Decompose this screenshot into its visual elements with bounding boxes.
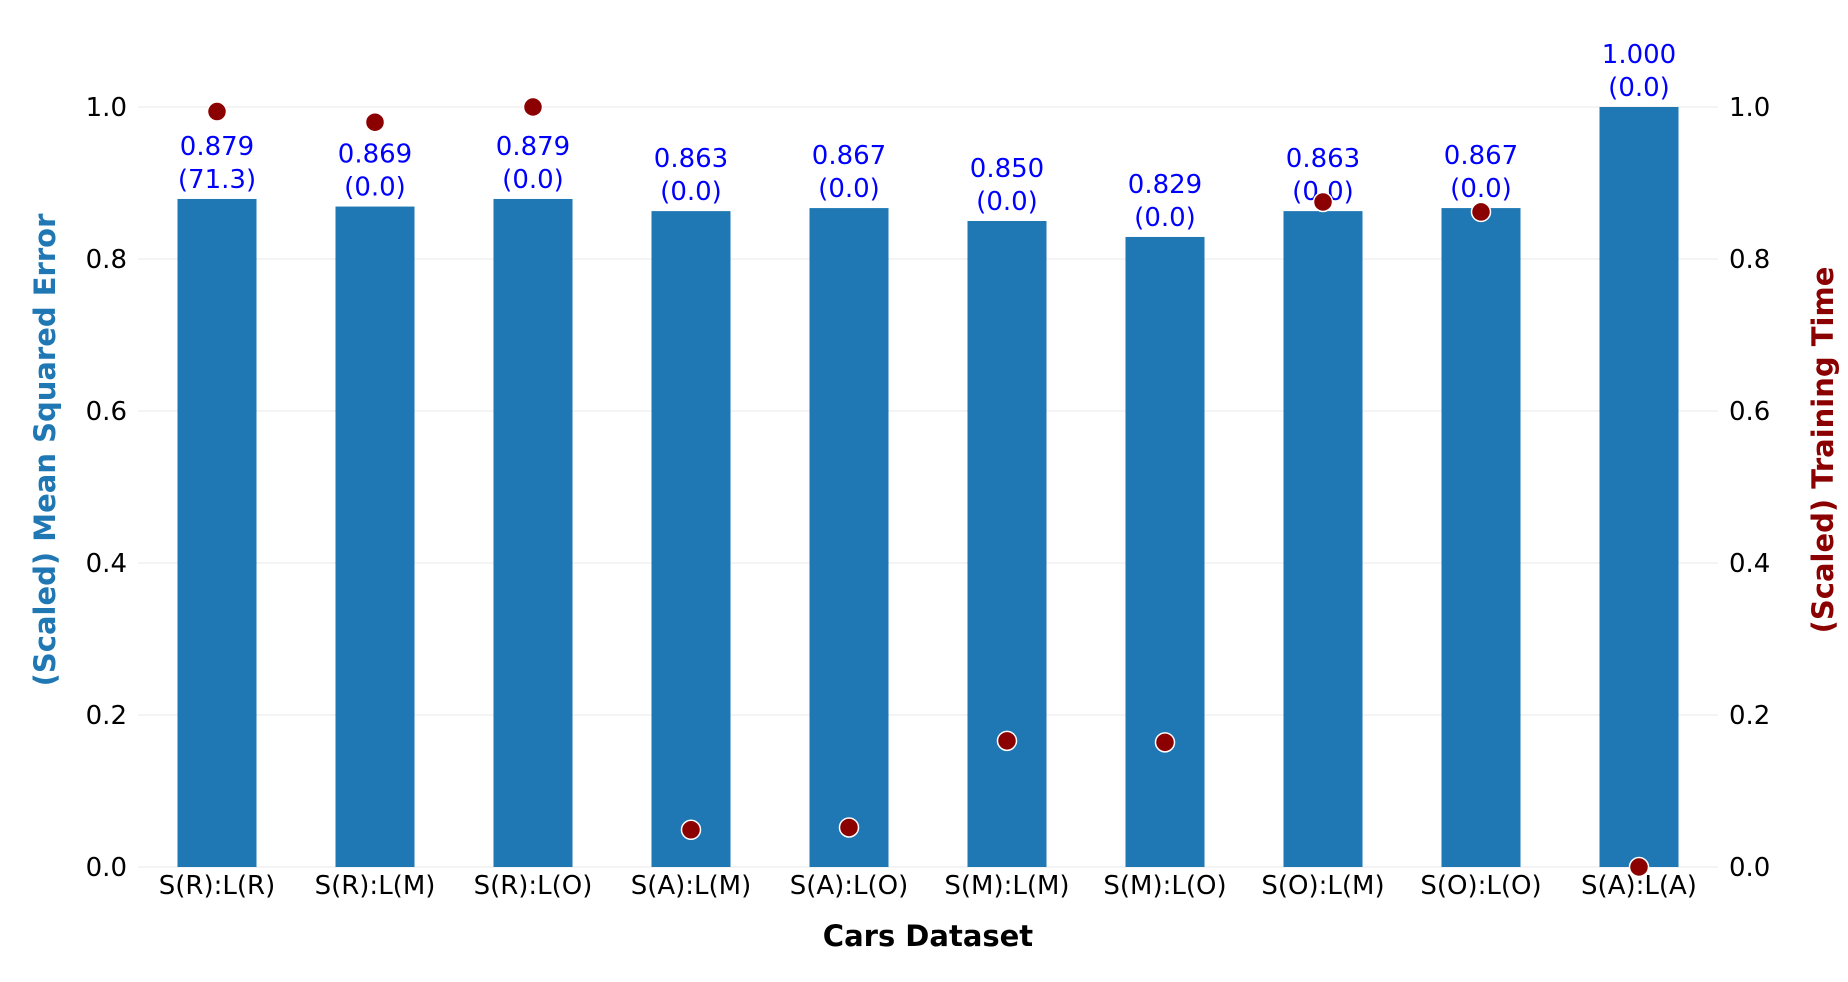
training-time-point [1470,201,1492,223]
bar [1441,208,1521,867]
training-time-point [1312,191,1334,213]
bar-sub-label: (0.0) [344,173,406,203]
bar-value-label: 0.867 [1444,141,1518,171]
bar-sub-label: (71.3) [178,165,256,195]
training-time-point [1628,856,1650,878]
training-time-point [1154,732,1176,753]
bar-value-label: 1.000 [1602,40,1676,70]
y-tick-label-right: 0.8 [1729,245,1770,275]
bar-sub-label: (0.0) [976,187,1038,217]
bar-value-label: 0.867 [812,141,886,171]
training-time-point [996,730,1018,752]
bar-value-label: 0.869 [338,140,412,170]
y-tick-label-left: 1.0 [86,93,127,123]
bar-sub-label: (0.0) [660,177,722,207]
x-axis-label: Cars Dataset [823,919,1034,953]
bar-value-label: 0.863 [654,144,728,174]
bar [967,221,1047,867]
bar-sub-label: (0.0) [502,165,564,195]
bar-value-label: 0.829 [1128,170,1202,200]
bar [809,208,889,867]
bar [493,198,573,867]
bar [177,198,257,867]
bar [1599,107,1679,867]
bar [651,211,731,867]
bar-value-label: 0.850 [970,154,1044,184]
x-tick-label: S(R):L(M) [315,871,436,901]
bar [335,206,415,867]
y-axis-right-ticks: 0.0 0.2 0.4 0.6 0.8 1.0 [1729,93,1770,883]
y-axis-left-ticks: 0.0 0.2 0.4 0.6 0.8 1.0 [86,93,127,883]
training-time-point [680,819,702,841]
bars [177,107,1679,867]
x-tick-label: S(M):L(O) [1103,871,1226,901]
bar-sub-label: (0.0) [818,174,880,204]
training-time-point [838,817,860,838]
y-tick-label-left: 0.6 [86,397,127,427]
x-tick-label: S(R):L(O) [474,871,593,901]
bar [1125,236,1205,867]
y-tick-label-right: 1.0 [1729,93,1770,123]
x-tick-label: S(O):L(M) [1261,871,1384,901]
bar-value-label: 0.879 [180,132,254,162]
y-tick-label-right: 0.2 [1729,701,1770,731]
x-tick-label: S(A):L(A) [1581,871,1697,901]
bar-labels: 0.879(71.3)0.869(0.0)0.879(0.0)0.863(0.0… [178,40,1676,233]
training-time-point [364,111,386,133]
bar-sub-label: (0.0) [1134,203,1196,233]
x-axis-ticks: S(R):L(R) S(R):L(M) S(R):L(O) S(A):L(M) S(A)… [159,871,1697,901]
x-tick-label: S(M):L(M) [944,871,1069,901]
x-tick-label: S(R):L(R) [159,871,275,901]
y-tick-label-left: 0.0 [86,853,127,883]
y-axis-right-label: (Scaled) Training Time [1806,267,1840,634]
y-tick-label-right: 0.0 [1729,853,1770,883]
training-time-points [206,96,1650,878]
training-time-point [206,101,228,122]
y-tick-label-left: 0.8 [86,245,127,275]
bar-sub-label: (0.0) [1450,174,1512,204]
bar-value-label: 0.863 [1286,144,1360,174]
training-time-point [522,96,544,118]
x-tick-label: S(A):L(O) [790,871,909,901]
bar-sub-label: (0.0) [1608,73,1670,103]
y-tick-label-left: 0.2 [86,701,127,731]
x-tick-label: S(O):L(O) [1420,871,1541,901]
x-tick-label: S(A):L(M) [631,871,752,901]
y-tick-label-right: 0.4 [1729,549,1770,579]
y-tick-label-right: 0.6 [1729,397,1770,427]
y-tick-label-left: 0.4 [86,549,127,579]
y-axis-left-label: (Scaled) Mean Squared Error [28,213,62,686]
bar-value-label: 0.879 [496,132,570,162]
bar [1283,211,1363,867]
